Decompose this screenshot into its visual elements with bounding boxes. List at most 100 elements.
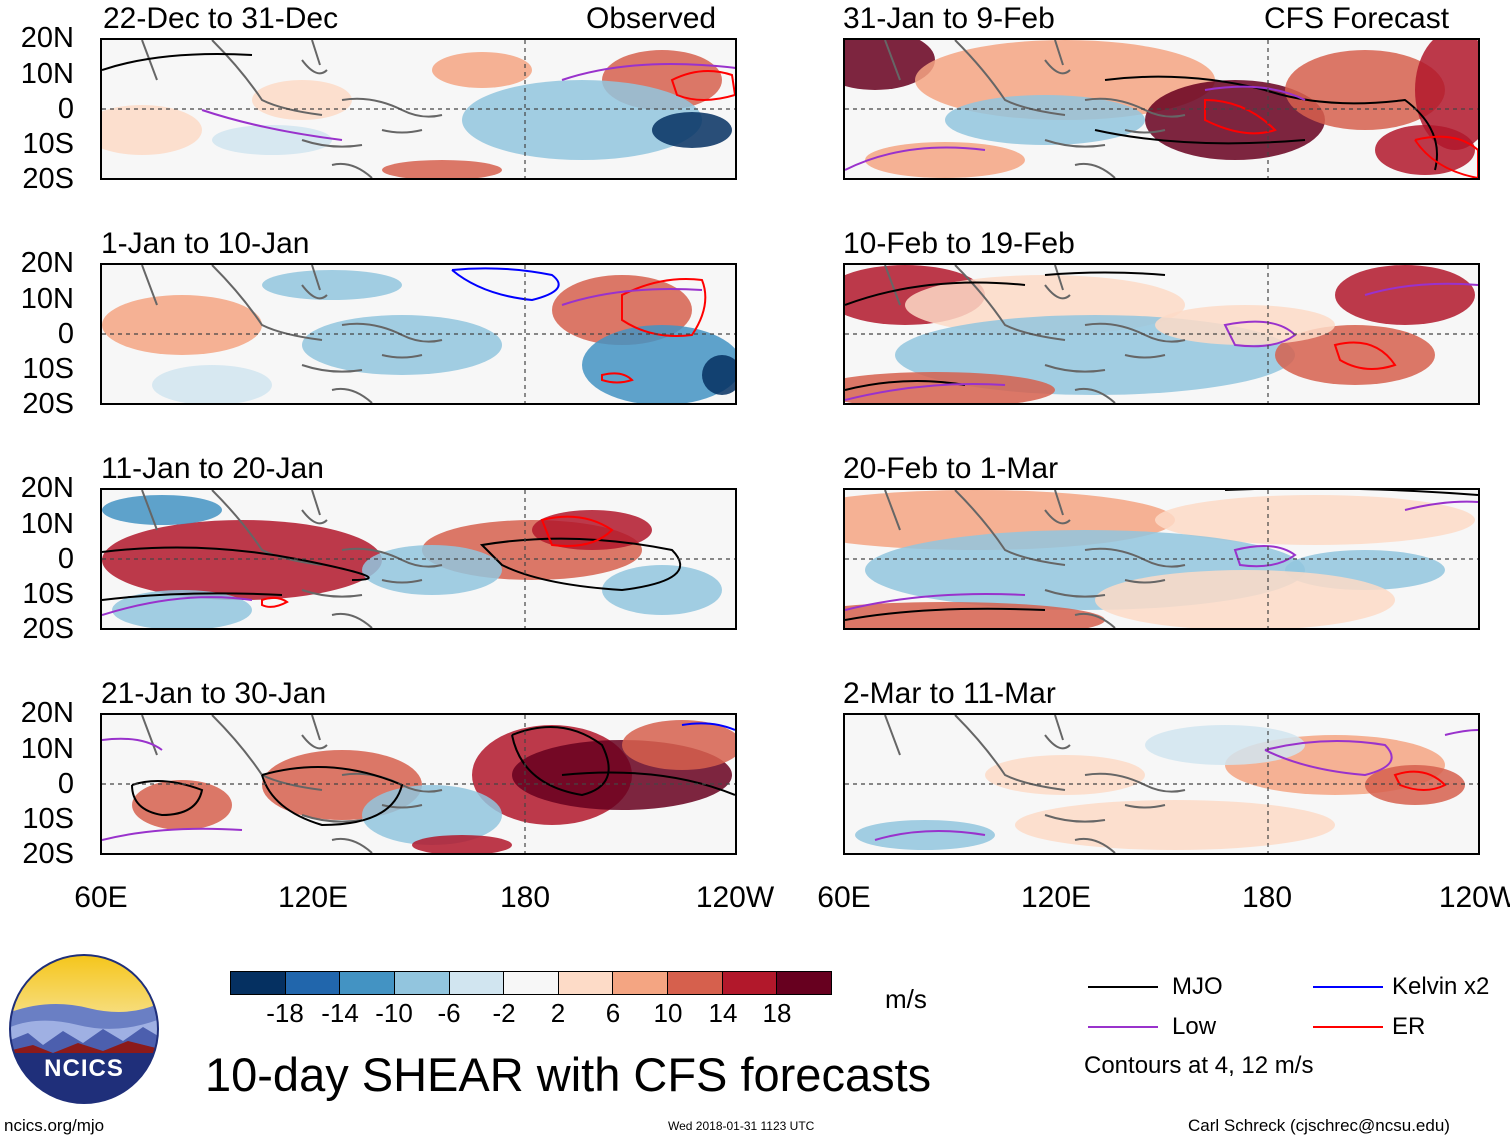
wave-contour [102, 827, 243, 841]
shear-anomaly-area [985, 755, 1145, 795]
panel-title-right-1: 31-Jan to 9-Feb [843, 2, 1055, 35]
legend-low-line [1088, 1026, 1158, 1028]
wave-contour [874, 830, 986, 841]
shear-anomaly-area [532, 510, 652, 550]
shear-anomaly-area [1155, 305, 1335, 345]
lon-label-right-180: 180 [1241, 881, 1293, 914]
shear-anomaly-area [112, 590, 252, 628]
footer-author: Carl Schreck (cjschrec@ncsu.edu) [1188, 1116, 1450, 1135]
map-canvas [102, 715, 735, 853]
coastline [141, 490, 443, 628]
wave-contour [1404, 500, 1478, 511]
shear-anomaly-area [845, 372, 1055, 403]
main-title: 10-day SHEAR with CFS forecasts [205, 1048, 932, 1101]
shear-anomaly-area [702, 355, 735, 395]
legend-er-line [1313, 1026, 1383, 1028]
wave-contour [201, 109, 343, 141]
wave-contour [1393, 770, 1447, 791]
shear-anomaly-area [845, 602, 1105, 628]
colorbar-swatch [613, 972, 669, 994]
wave-contour [561, 771, 735, 796]
coastline [141, 265, 443, 403]
footer-timestamp: Wed 2018-01-31 1123 UTC [668, 1119, 815, 1133]
lat-label: 20N [20, 697, 74, 729]
lon-label-right-120e: 120E [1020, 881, 1092, 914]
coastline [884, 40, 1186, 178]
lon-label-left-60e: 60E [74, 881, 128, 914]
shear-anomaly-area [252, 80, 352, 120]
map-canvas [102, 265, 735, 403]
panel-title-right-2: 10-Feb to 19-Feb [843, 227, 1075, 260]
lon-label-right-120w: 120W [1438, 881, 1510, 914]
wave-contour [845, 281, 1026, 306]
observed-label: Observed [586, 2, 717, 35]
map-panel-left-4 [100, 713, 737, 855]
lat-label: 10S [22, 803, 74, 835]
wave-contour [845, 593, 1026, 611]
shear-anomaly-area [1335, 265, 1475, 325]
map-panel-left-1 [100, 38, 737, 180]
colorbar-tick: 14 [708, 998, 738, 1028]
wave-contour [102, 53, 253, 71]
wave-contour [845, 383, 1006, 401]
lon-label-right-60e: 60E [817, 881, 871, 914]
map-panel-left-2 [100, 263, 737, 405]
shear-anomaly-area [102, 295, 262, 355]
wave-contour [102, 596, 253, 616]
legend-kelvin-label: Kelvin x2 [1392, 973, 1490, 1000]
lat-label: 20S [22, 838, 74, 870]
lat-label: 10S [22, 128, 74, 160]
wave-contour [1204, 85, 1306, 101]
colorbar-swatch [668, 972, 723, 994]
wave-contour [561, 288, 703, 306]
shear-anomaly-area [1155, 495, 1475, 545]
wave-contour [1225, 490, 1478, 496]
colorbar [230, 971, 832, 995]
lat-label: 10N [20, 283, 74, 315]
panel-title-left-1: 22-Dec to 31-Dec [103, 2, 339, 35]
map-canvas [102, 490, 735, 628]
colorbar-swatch [722, 972, 778, 994]
shear-anomaly-area [1145, 80, 1325, 160]
legend-mjo-line [1088, 986, 1158, 988]
lat-label: 0 [57, 543, 74, 575]
shear-anomaly-area [652, 112, 732, 148]
shear-anomaly-area [132, 780, 232, 830]
shear-anomaly-area [855, 820, 995, 850]
colorbar-swatch [394, 972, 450, 994]
colorbar-swatch [558, 972, 614, 994]
wave-contour [845, 607, 1046, 621]
shear-anomaly-area [102, 520, 382, 600]
shear-anomaly-area [945, 95, 1145, 145]
map-panel-right-4 [843, 713, 1480, 855]
lat-label: 0 [57, 93, 74, 125]
legend-contour-note: Contours at 4, 12 m/s [1084, 1052, 1314, 1079]
lat-label: 10S [22, 353, 74, 385]
wave-contour [845, 146, 986, 171]
colorbar-tick: -2 [492, 998, 516, 1028]
lat-label: 0 [57, 768, 74, 800]
map-canvas [845, 265, 1478, 403]
shear-anomaly-area [1415, 40, 1478, 150]
footer-url[interactable]: ncics.org/mjo [4, 1116, 105, 1135]
ncics-logo: NCICS [8, 953, 160, 1105]
wave-contour [131, 780, 204, 817]
wave-contour [540, 515, 614, 547]
shear-anomaly-area [845, 40, 935, 90]
colorbar-swatch [231, 972, 286, 994]
colorbar-tick: -14 [321, 998, 359, 1028]
colorbar-swatch [285, 972, 341, 994]
lon-label-left-120w: 120W [695, 881, 775, 914]
legend-low-label: Low [1172, 1013, 1217, 1040]
wave-contour [1204, 98, 1277, 135]
wave-contour [1264, 740, 1393, 777]
wave-contour [261, 596, 289, 608]
map-canvas [845, 715, 1478, 853]
shear-anomaly-area [412, 835, 512, 853]
colorbar-swatch [777, 972, 832, 994]
wave-contour [102, 592, 283, 601]
wave-contour [1444, 729, 1478, 736]
wave-contour [1364, 282, 1478, 296]
wave-contour [479, 537, 682, 592]
shear-anomaly-area [1095, 570, 1395, 628]
